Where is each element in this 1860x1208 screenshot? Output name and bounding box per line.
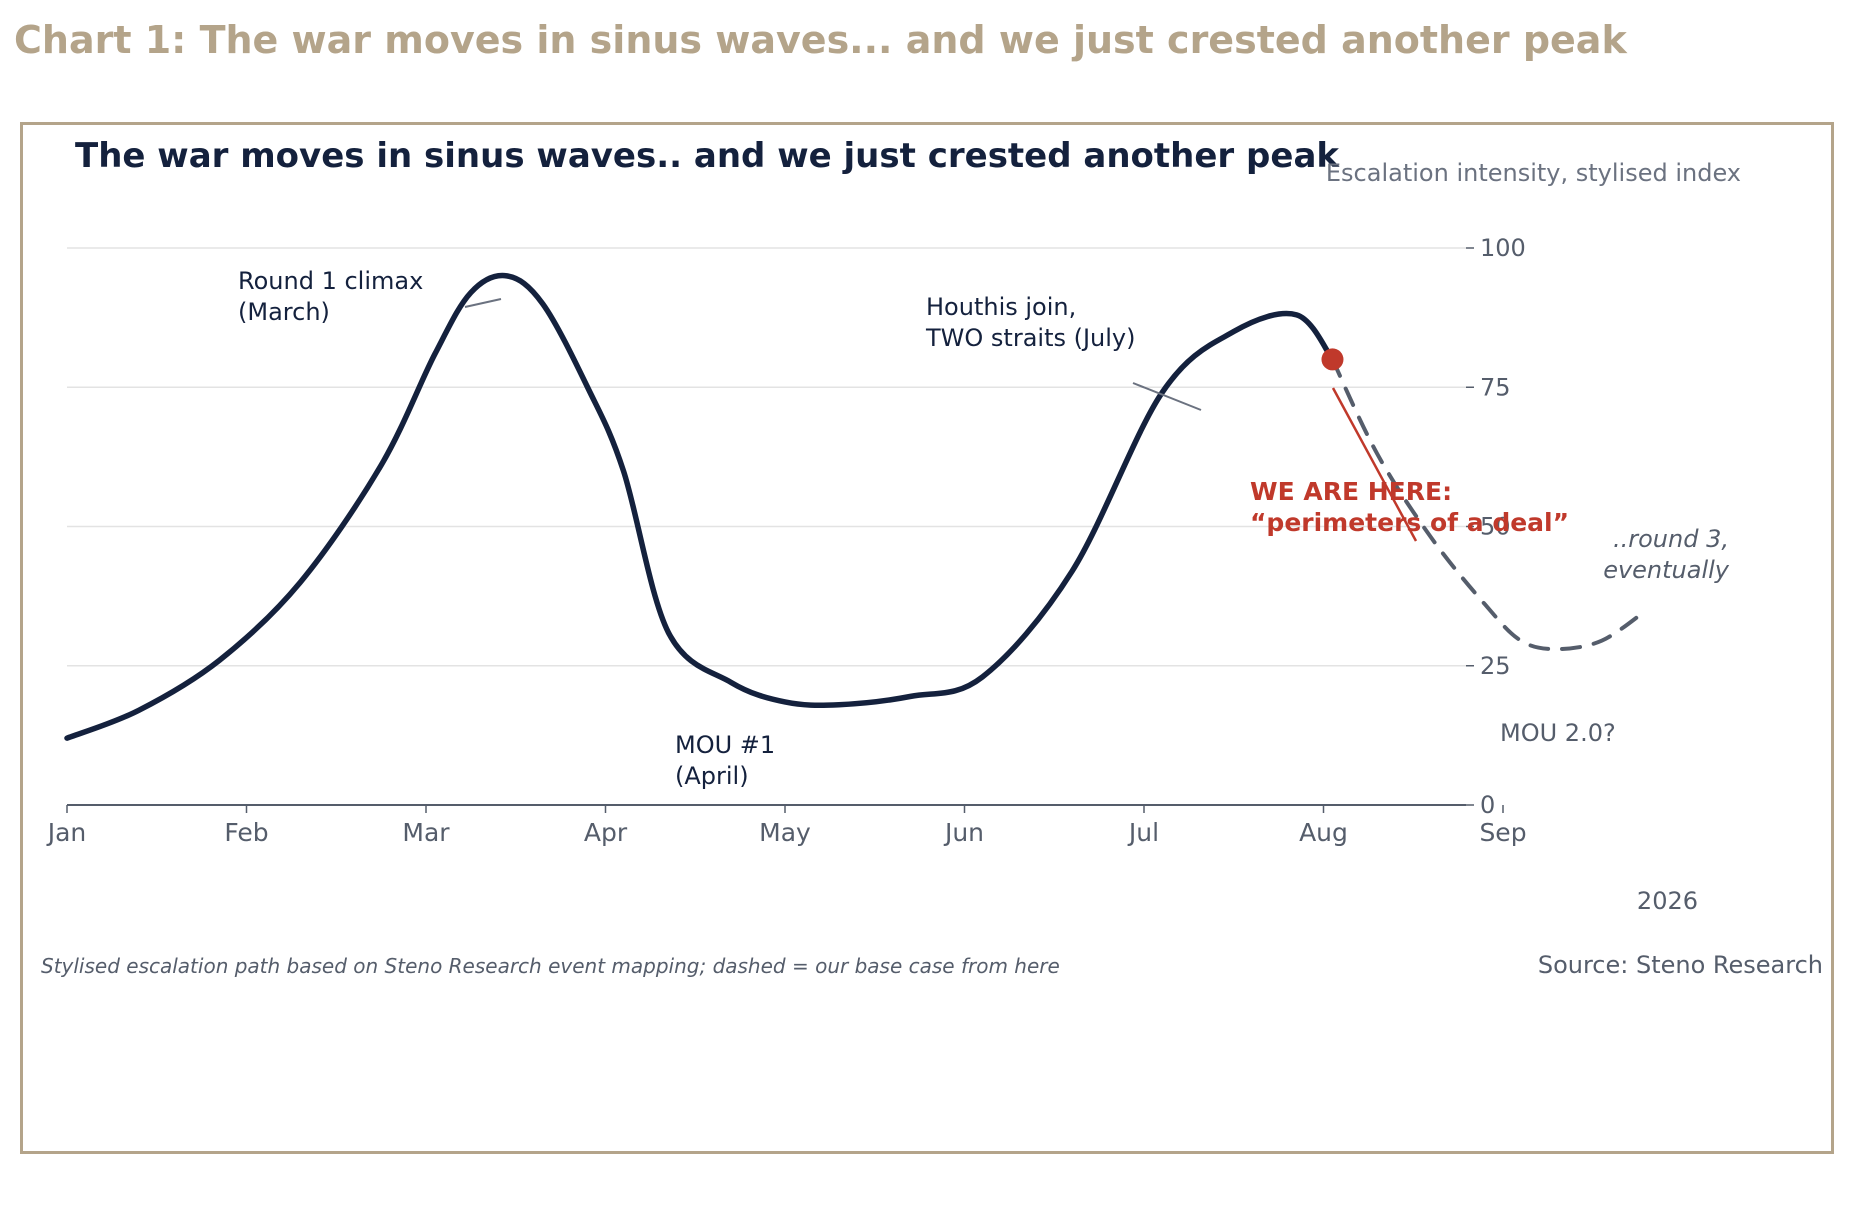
round1-leader-line xyxy=(464,298,502,308)
series-line-history xyxy=(64,272,1336,741)
annotation-here-line2: “perimeters of a deal” xyxy=(1250,508,1569,537)
series-line-forecast-dashed xyxy=(1330,357,1649,652)
annotation-here-line1: WE ARE HERE: xyxy=(1250,477,1452,506)
chart-svg: 0 25 50 75 100 Jan Feb Mar Apr May Jun Jul Aug Sep T… xyxy=(41,136,1823,979)
annotation-mou1-line1: MOU #1 xyxy=(675,731,775,759)
x-tick-label-jul: Jul xyxy=(1127,818,1159,847)
x-tick-label-apr: Apr xyxy=(584,818,628,847)
annotation-houthis-line1: Houthis join, xyxy=(926,293,1076,321)
annotation-round3-line2: eventually xyxy=(1603,556,1730,584)
grid-lines xyxy=(67,247,1466,667)
x-tick-label-jan: Jan xyxy=(46,818,87,847)
y-tick-label-25: 25 xyxy=(1480,652,1511,680)
current-point-group xyxy=(1321,348,1344,371)
chart-title: The war moves in sinus waves.. and we ju… xyxy=(75,136,1340,176)
y-tick-label-50: 50 xyxy=(1480,513,1511,541)
footnote: Stylised escalation path based on Steno … xyxy=(41,954,1060,978)
x-tick-label-may: May xyxy=(759,818,811,847)
y-tick-label-100: 100 xyxy=(1480,234,1526,262)
here-leader-line xyxy=(1331,387,1418,542)
x-tick-label-jun: Jun xyxy=(943,818,984,847)
x-axis: Jan Feb Mar Apr May Jun Jul Aug Sep xyxy=(46,804,1527,847)
annotation-round3-line1: ..round 3, xyxy=(1613,525,1729,553)
annotation-mou1-line2: (April) xyxy=(675,762,749,790)
source-label: Source: Steno Research xyxy=(1538,951,1823,979)
page-heading: Chart 1: The war moves in sinus waves...… xyxy=(14,18,1627,62)
chart-subtitle: Escalation intensity, stylised index xyxy=(1326,159,1741,187)
annotation-round1-line1: Round 1 climax xyxy=(238,267,423,295)
x-tick-label-feb: Feb xyxy=(224,818,268,847)
houthis-leader-line xyxy=(1132,382,1202,411)
y-tick-label-75: 75 xyxy=(1480,373,1511,401)
annotation-mou2: MOU 2.0? xyxy=(1500,719,1616,747)
chart-frame: 0 25 50 75 100 Jan Feb Mar Apr May Jun Jul Aug Sep T… xyxy=(20,122,1834,1154)
x-tick-label-sep: Sep xyxy=(1479,818,1526,847)
y-tick-label-0: 0 xyxy=(1480,791,1495,819)
series-lines xyxy=(64,272,1649,741)
year-label: 2026 xyxy=(1637,887,1698,915)
y-axis: 0 25 50 75 100 xyxy=(1466,234,1526,819)
x-tick-label-aug: Aug xyxy=(1299,818,1348,847)
annotation-round1-line2: (March) xyxy=(238,298,330,326)
current-point-marker xyxy=(1321,348,1344,371)
annotation-houthis-line2: TWO straits (July) xyxy=(925,324,1136,352)
x-tick-label-mar: Mar xyxy=(402,818,450,847)
